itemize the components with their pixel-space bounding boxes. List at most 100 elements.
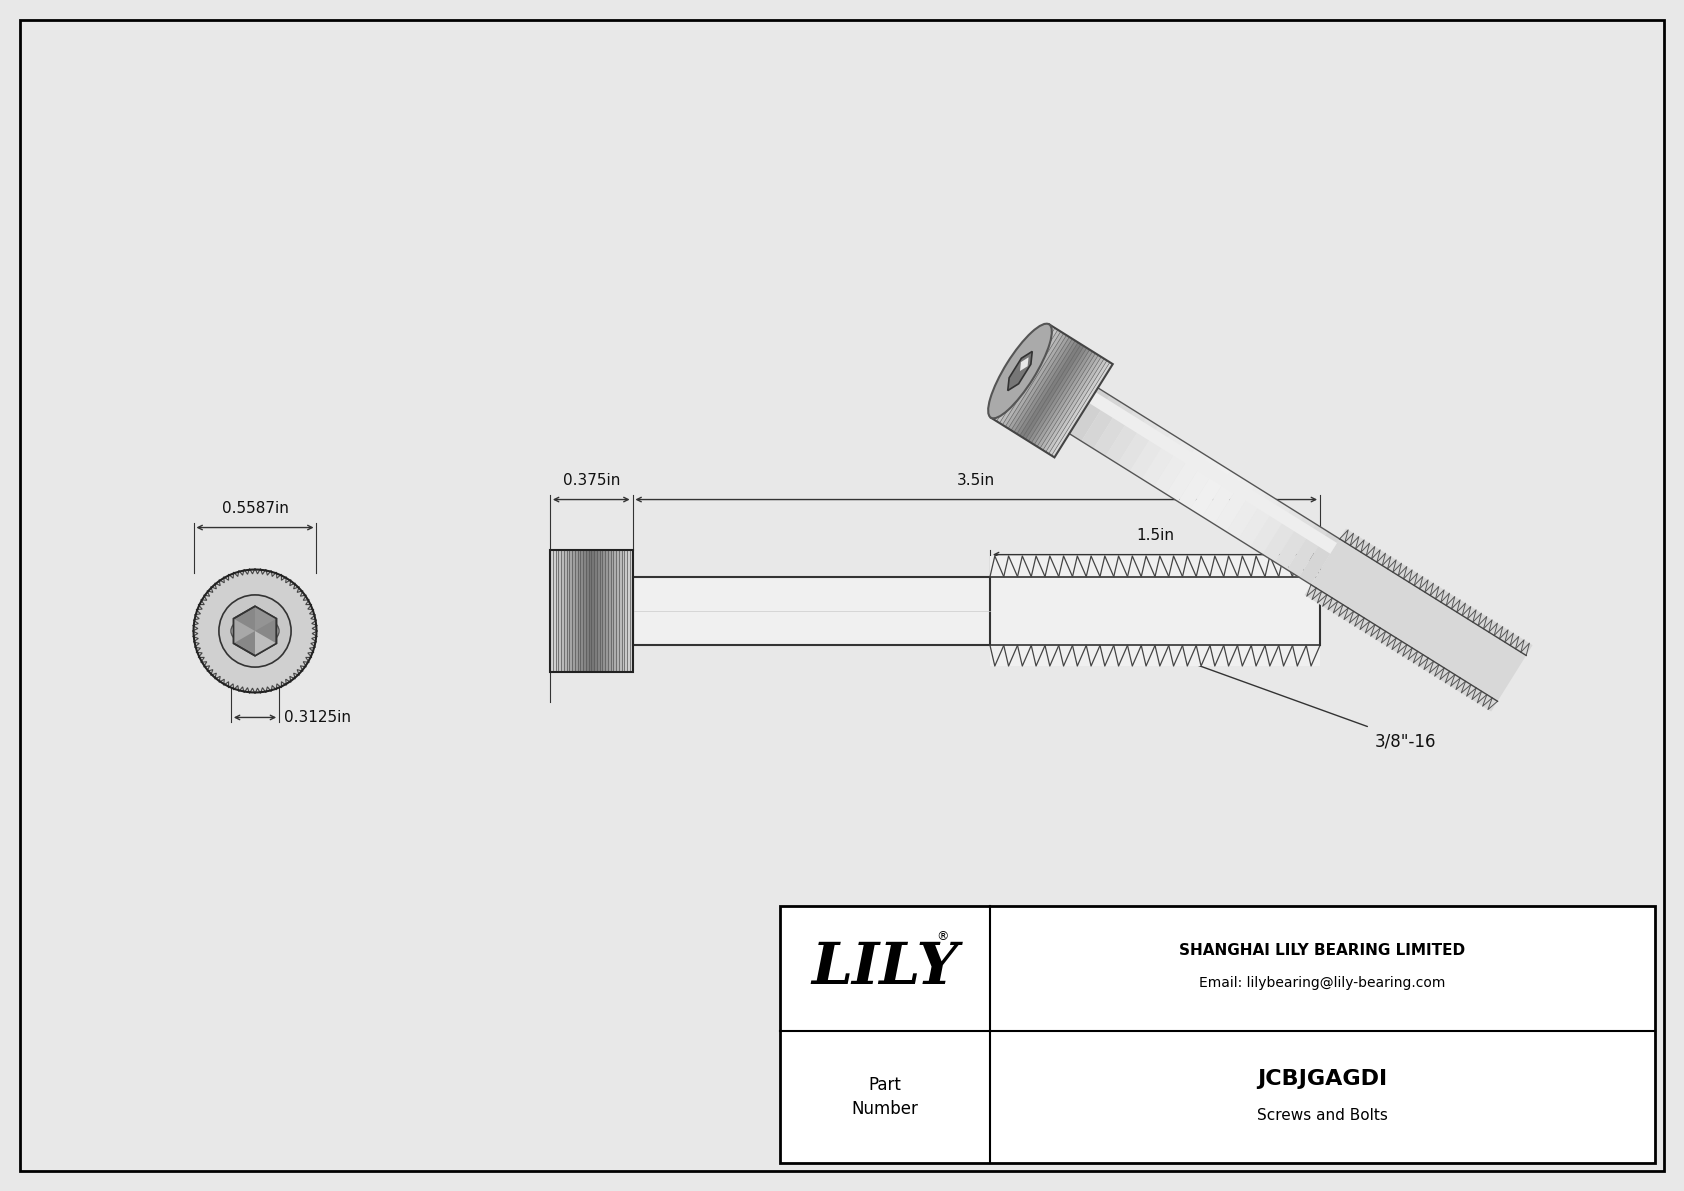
- Polygon shape: [1051, 362, 1113, 457]
- Polygon shape: [1226, 486, 1266, 540]
- Polygon shape: [192, 568, 318, 693]
- Polygon shape: [551, 549, 552, 673]
- Polygon shape: [586, 549, 588, 673]
- Text: JCBJGAGDI: JCBJGAGDI: [1258, 1070, 1388, 1089]
- Polygon shape: [603, 549, 605, 673]
- Text: Screws and Bolts: Screws and Bolts: [1256, 1108, 1388, 1122]
- Polygon shape: [1069, 388, 1110, 441]
- Polygon shape: [1021, 343, 1081, 437]
- Polygon shape: [990, 556, 1320, 666]
- Polygon shape: [600, 549, 603, 673]
- Polygon shape: [578, 549, 581, 673]
- Polygon shape: [1034, 351, 1095, 447]
- Polygon shape: [608, 549, 611, 673]
- Polygon shape: [1010, 337, 1073, 432]
- Polygon shape: [1021, 357, 1029, 372]
- Polygon shape: [583, 549, 586, 673]
- Polygon shape: [1142, 434, 1182, 486]
- Polygon shape: [254, 606, 276, 631]
- Polygon shape: [1029, 348, 1090, 443]
- Polygon shape: [594, 549, 596, 673]
- Polygon shape: [234, 606, 276, 656]
- Polygon shape: [1031, 350, 1093, 444]
- Polygon shape: [1130, 425, 1170, 479]
- Polygon shape: [1037, 354, 1098, 448]
- Polygon shape: [1154, 441, 1194, 494]
- Polygon shape: [613, 549, 616, 673]
- Polygon shape: [605, 549, 608, 673]
- Polygon shape: [1000, 330, 1061, 425]
- Polygon shape: [1046, 358, 1106, 454]
- Polygon shape: [1275, 516, 1315, 569]
- Text: ®: ®: [936, 930, 950, 943]
- Polygon shape: [1002, 331, 1064, 426]
- Text: 3/8"-16: 3/8"-16: [1376, 732, 1436, 750]
- Polygon shape: [559, 549, 561, 673]
- Polygon shape: [1022, 344, 1084, 439]
- Polygon shape: [574, 549, 578, 673]
- Polygon shape: [581, 549, 583, 673]
- Polygon shape: [1251, 501, 1292, 555]
- Polygon shape: [588, 549, 591, 673]
- Polygon shape: [561, 549, 564, 673]
- Polygon shape: [994, 326, 1054, 422]
- Polygon shape: [618, 549, 621, 673]
- Polygon shape: [254, 631, 276, 656]
- Polygon shape: [611, 549, 613, 673]
- Polygon shape: [552, 549, 556, 673]
- Polygon shape: [234, 618, 254, 643]
- Polygon shape: [1009, 335, 1069, 430]
- Polygon shape: [625, 549, 626, 673]
- Polygon shape: [1305, 529, 1532, 711]
- Text: 0.375in: 0.375in: [562, 473, 620, 487]
- Polygon shape: [1081, 395, 1122, 449]
- Polygon shape: [780, 906, 1655, 1162]
- Polygon shape: [566, 549, 569, 673]
- Polygon shape: [1202, 470, 1243, 524]
- Polygon shape: [1041, 355, 1101, 450]
- Ellipse shape: [989, 324, 1052, 418]
- Circle shape: [219, 596, 291, 667]
- Polygon shape: [1049, 361, 1110, 456]
- Text: 0.3125in: 0.3125in: [285, 710, 350, 725]
- Text: 0.5587in: 0.5587in: [222, 500, 288, 516]
- Polygon shape: [1298, 531, 1339, 585]
- Polygon shape: [573, 549, 574, 673]
- Polygon shape: [1106, 411, 1147, 463]
- Polygon shape: [630, 549, 633, 673]
- Polygon shape: [1238, 493, 1280, 547]
- Polygon shape: [997, 328, 1058, 423]
- Polygon shape: [616, 549, 618, 673]
- Polygon shape: [1287, 524, 1327, 578]
- Circle shape: [194, 569, 317, 692]
- Polygon shape: [1191, 463, 1231, 517]
- Text: LILY: LILY: [812, 940, 958, 997]
- Polygon shape: [1179, 456, 1219, 510]
- Polygon shape: [1026, 347, 1086, 441]
- Text: 3.5in: 3.5in: [957, 473, 995, 487]
- Polygon shape: [1017, 341, 1078, 436]
- Text: Email: lilybearing@lily-bearing.com: Email: lilybearing@lily-bearing.com: [1199, 977, 1445, 991]
- Polygon shape: [591, 549, 594, 673]
- Polygon shape: [1088, 392, 1337, 554]
- Polygon shape: [621, 549, 625, 673]
- Polygon shape: [1014, 338, 1074, 434]
- Polygon shape: [1093, 403, 1133, 456]
- Polygon shape: [564, 549, 566, 673]
- Polygon shape: [596, 549, 600, 673]
- Polygon shape: [1263, 509, 1303, 562]
- Polygon shape: [1214, 479, 1255, 532]
- Polygon shape: [1165, 448, 1207, 501]
- Text: SHANGHAI LILY BEARING LIMITED: SHANGHAI LILY BEARING LIMITED: [1179, 943, 1465, 958]
- Polygon shape: [1118, 418, 1159, 472]
- Text: 1.5in: 1.5in: [1137, 528, 1174, 543]
- Polygon shape: [1005, 333, 1066, 429]
- Polygon shape: [556, 549, 559, 673]
- Polygon shape: [569, 549, 573, 673]
- Polygon shape: [1007, 351, 1032, 391]
- Polygon shape: [990, 324, 1052, 419]
- Polygon shape: [1042, 357, 1105, 451]
- Text: Part
Number: Part Number: [852, 1077, 918, 1118]
- Polygon shape: [626, 549, 630, 673]
- Polygon shape: [633, 576, 990, 646]
